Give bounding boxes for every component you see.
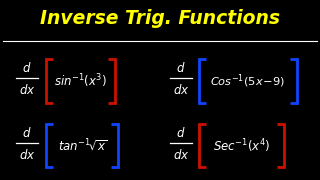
Text: $\mathit{Sec}^{-1}(x^4)$: $\mathit{Sec}^{-1}(x^4)$ xyxy=(213,137,270,155)
Text: $d$: $d$ xyxy=(176,61,186,75)
Text: $d$: $d$ xyxy=(22,126,32,140)
Text: $dx$: $dx$ xyxy=(19,83,36,97)
Text: $d$: $d$ xyxy=(176,126,186,140)
Text: $\mathit{Cos}^{-1}(5x\!-\!9)$: $\mathit{Cos}^{-1}(5x\!-\!9)$ xyxy=(211,72,285,90)
Text: $\mathit{sin}^{-1}(x^3)$: $\mathit{sin}^{-1}(x^3)$ xyxy=(54,72,108,90)
Text: $dx$: $dx$ xyxy=(172,83,189,97)
Text: $d$: $d$ xyxy=(22,61,32,75)
Text: $\mathit{tan}^{-1}\!\sqrt{x}$: $\mathit{tan}^{-1}\!\sqrt{x}$ xyxy=(58,138,107,154)
Text: $dx$: $dx$ xyxy=(172,148,189,162)
Text: Inverse Trig. Functions: Inverse Trig. Functions xyxy=(40,9,280,28)
Text: $dx$: $dx$ xyxy=(19,148,36,162)
